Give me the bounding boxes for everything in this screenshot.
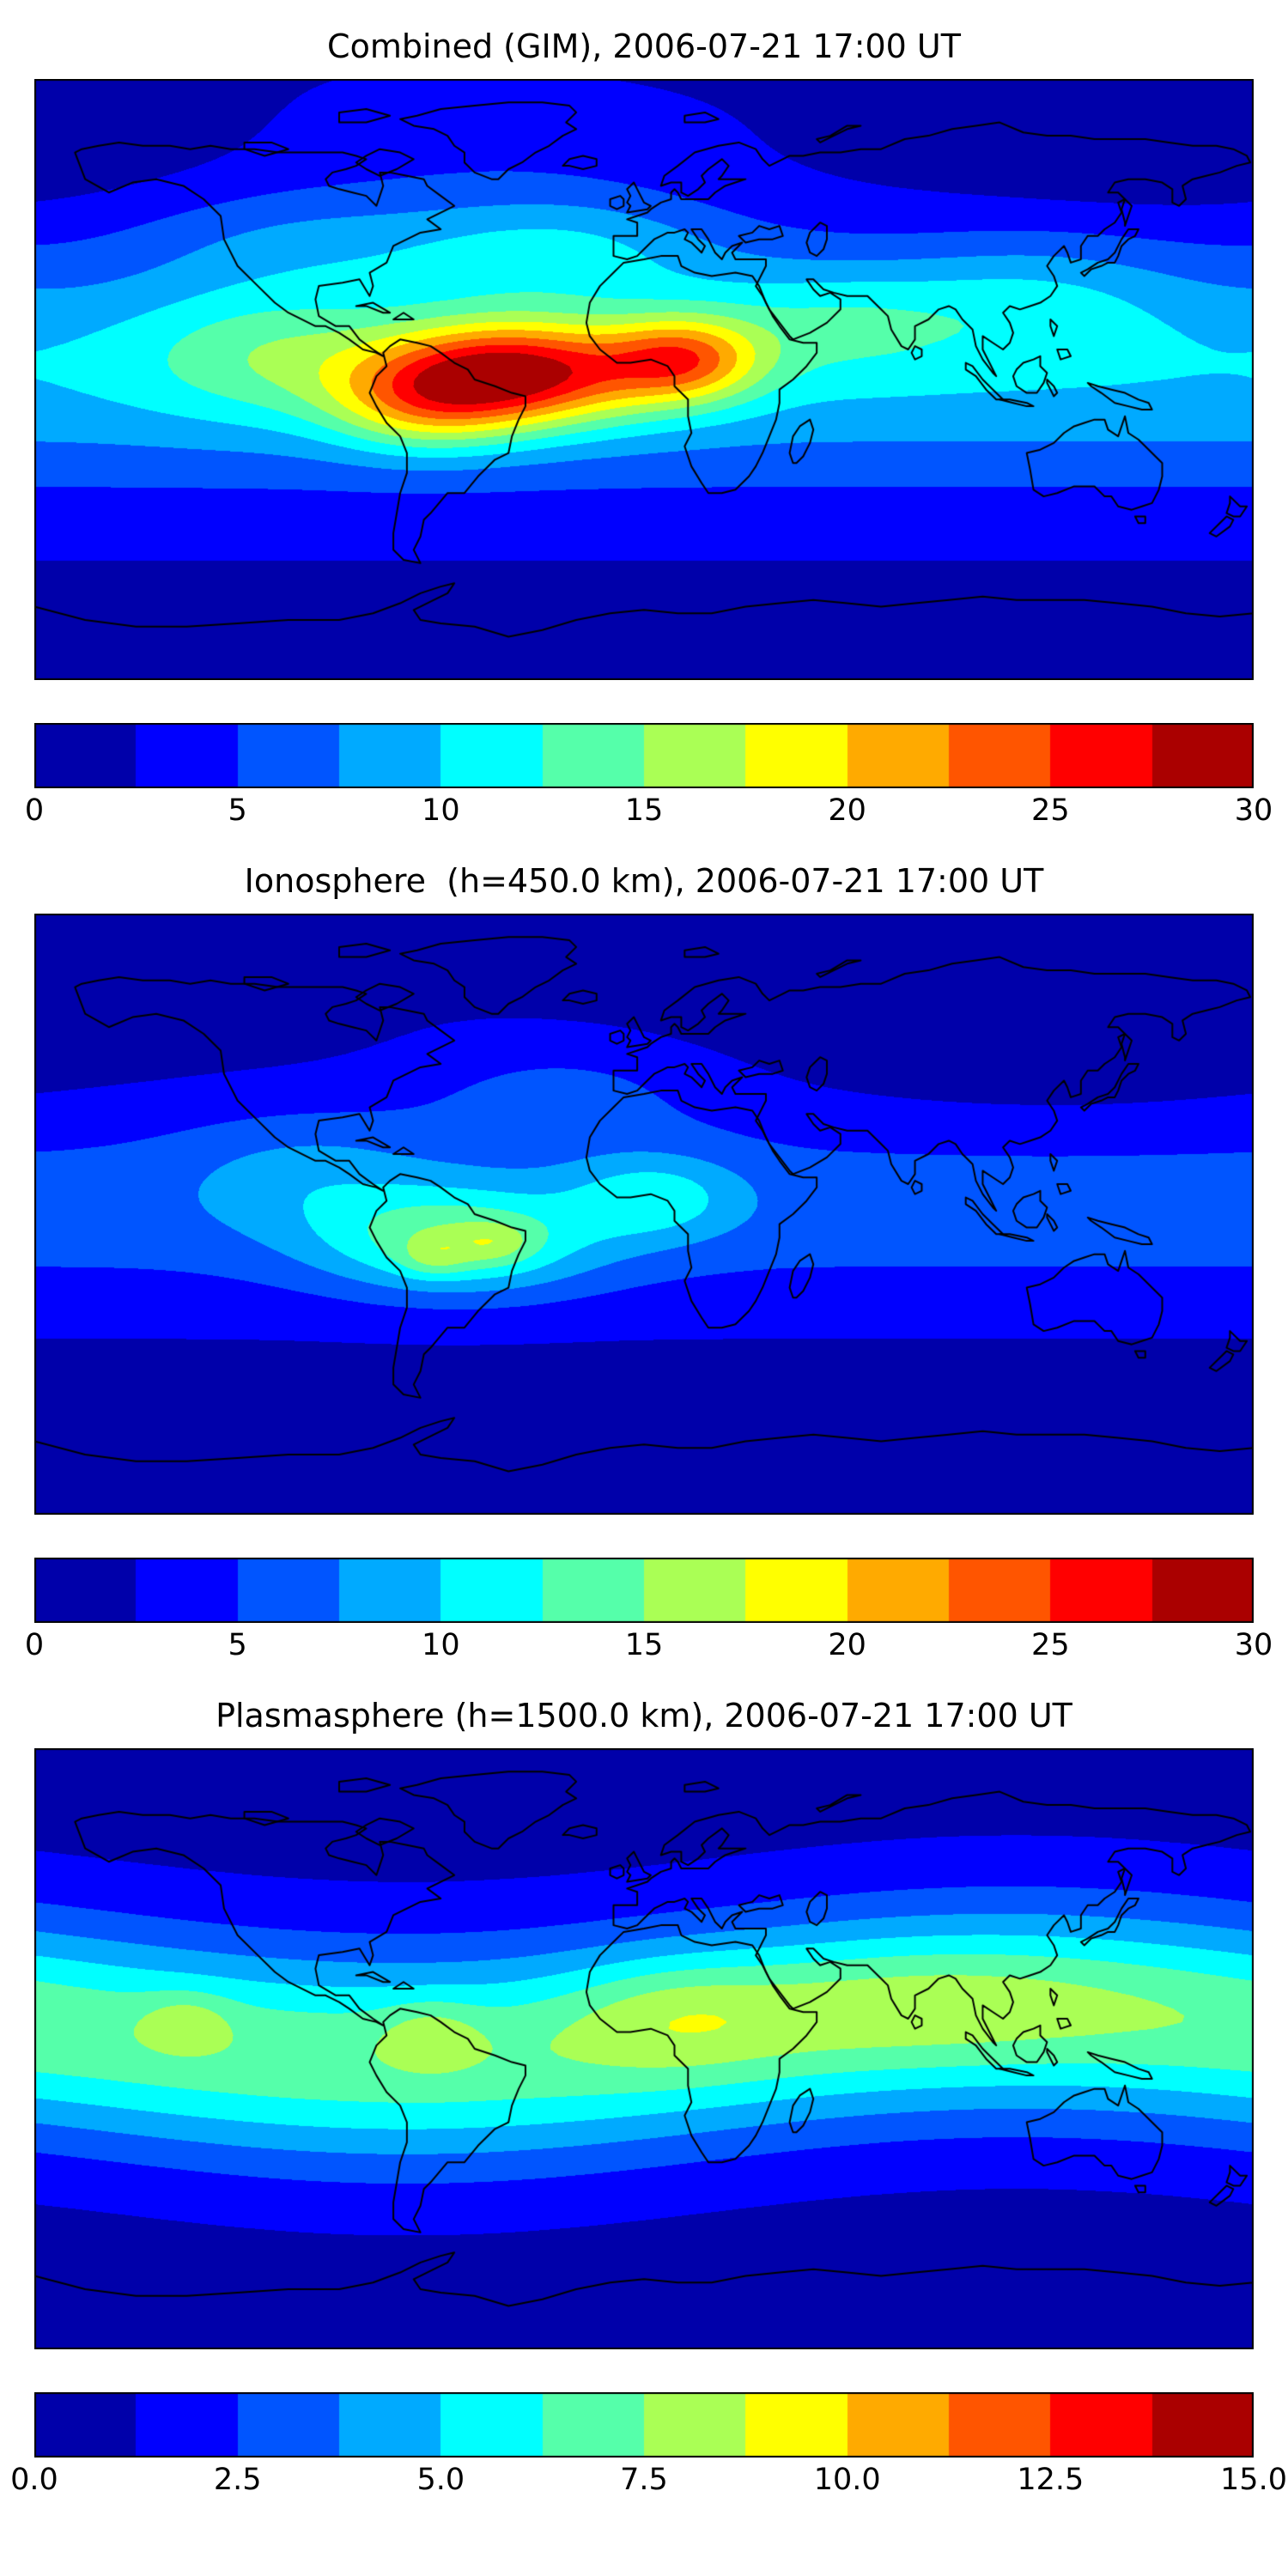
colorbar-tick-label: 5 bbox=[228, 1628, 247, 1662]
colorbar-plasmasphere bbox=[34, 2392, 1254, 2458]
map-canvas-plasmasphere bbox=[34, 1748, 1254, 2349]
panel-title-plasmasphere: Plasmasphere (h=1500.0 km), 2006-07-21 1… bbox=[216, 1697, 1072, 1735]
panel-ionosphere: Ionosphere (h=450.0 km), 2006-07-21 17:0… bbox=[25, 862, 1273, 1668]
map-canvas-combined bbox=[34, 79, 1254, 680]
colorbar-ticks-plasmasphere: 0.0 2.5 5.0 7.5 10.0 12.5 15.0 bbox=[10, 2458, 1287, 2502]
colorbar-tick-label: 10.0 bbox=[813, 2463, 881, 2497]
colorbar-tick-label: 30 bbox=[1234, 1628, 1273, 1662]
map-canvas-ionosphere bbox=[34, 914, 1254, 1515]
colorbar-combined bbox=[34, 723, 1254, 788]
colorbar-tick-label: 20 bbox=[828, 793, 866, 828]
panel-combined-gim: Combined (GIM), 2006-07-21 17:00 UT 0 5 10… bbox=[25, 27, 1273, 833]
panel-plasmasphere: Plasmasphere (h=1500.0 km), 2006-07-21 1… bbox=[10, 1697, 1287, 2502]
panel-title-ionosphere: Ionosphere (h=450.0 km), 2006-07-21 17:0… bbox=[244, 862, 1044, 900]
colorbar-tick-label: 0.0 bbox=[10, 2463, 58, 2497]
colorbar-tick-label: 12.5 bbox=[1017, 2463, 1084, 2497]
colorbar-tick-label: 15 bbox=[624, 1628, 664, 1662]
colorbar-ticks-ionosphere: 0 5 10 15 20 25 30 bbox=[25, 1623, 1273, 1668]
colorbar-tick-label: 0 bbox=[24, 793, 45, 828]
colorbar-ticks-combined: 0 5 10 15 20 25 30 bbox=[25, 788, 1273, 833]
figure-root: Combined (GIM), 2006-07-21 17:00 UT 0 5 10… bbox=[10, 27, 1287, 2502]
colorbar-tick-label: 5 bbox=[228, 793, 247, 828]
colorbar-tick-label: 30 bbox=[1234, 793, 1273, 828]
colorbar-tick-label: 15.0 bbox=[1220, 2463, 1287, 2497]
colorbar-tick-label: 5.0 bbox=[416, 2463, 465, 2497]
colorbar-tick-label: 10 bbox=[422, 793, 460, 828]
colorbar-tick-label: 20 bbox=[828, 1628, 866, 1662]
colorbar-tick-label: 0 bbox=[24, 1628, 45, 1662]
colorbar-tick-label: 7.5 bbox=[620, 2463, 668, 2497]
colorbar-tick-label: 25 bbox=[1031, 793, 1070, 828]
panel-title-combined: Combined (GIM), 2006-07-21 17:00 UT bbox=[327, 27, 961, 65]
colorbar-tick-label: 25 bbox=[1031, 1628, 1070, 1662]
colorbar-tick-label: 15 bbox=[624, 793, 664, 828]
colorbar-tick-label: 10 bbox=[422, 1628, 460, 1662]
colorbar-tick-label: 2.5 bbox=[213, 2463, 262, 2497]
colorbar-ionosphere bbox=[34, 1558, 1254, 1623]
